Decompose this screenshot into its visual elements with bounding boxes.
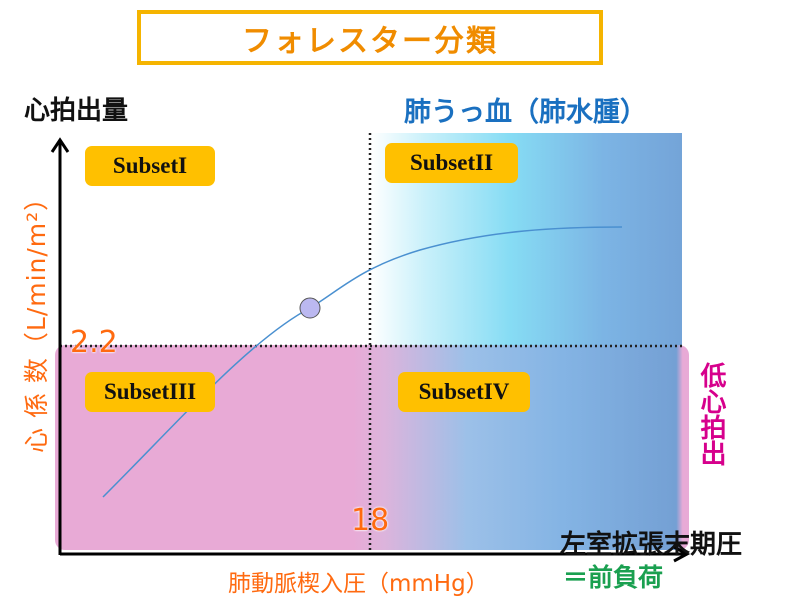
- x-axis-subtitle: ＝前負荷: [563, 563, 664, 592]
- frank-starling-curve: [102, 226, 623, 498]
- subset-2-badge: SubsetII: [385, 143, 518, 183]
- patient-marker: [299, 297, 321, 319]
- title: フォレスター分類: [242, 23, 498, 59]
- x-axis-title: 左室拡張末期圧: [560, 530, 743, 560]
- x-axis-label: 肺動脈楔入圧（mmHg）: [228, 571, 489, 597]
- ci-threshold-value: 2.2: [70, 325, 118, 360]
- subset-3-badge: SubsetIII: [85, 372, 215, 412]
- congestion-label: 肺うっ血（肺水腫）: [404, 97, 647, 128]
- y-axis-arrow-icon: [50, 137, 70, 153]
- pcwp-threshold-value: 18: [351, 503, 390, 538]
- title-box: フォレスター分類: [137, 10, 603, 65]
- y-axis-title: 心拍出量: [24, 96, 129, 126]
- x-axis-arrow-icon: [673, 545, 691, 563]
- subset-4-badge: SubsetIV: [398, 372, 530, 412]
- subset-1-badge: SubsetI: [85, 146, 215, 186]
- low-output-label: 低心拍出: [696, 362, 726, 466]
- y-axis-label: 心 係 数（L/min/m²）: [22, 184, 51, 453]
